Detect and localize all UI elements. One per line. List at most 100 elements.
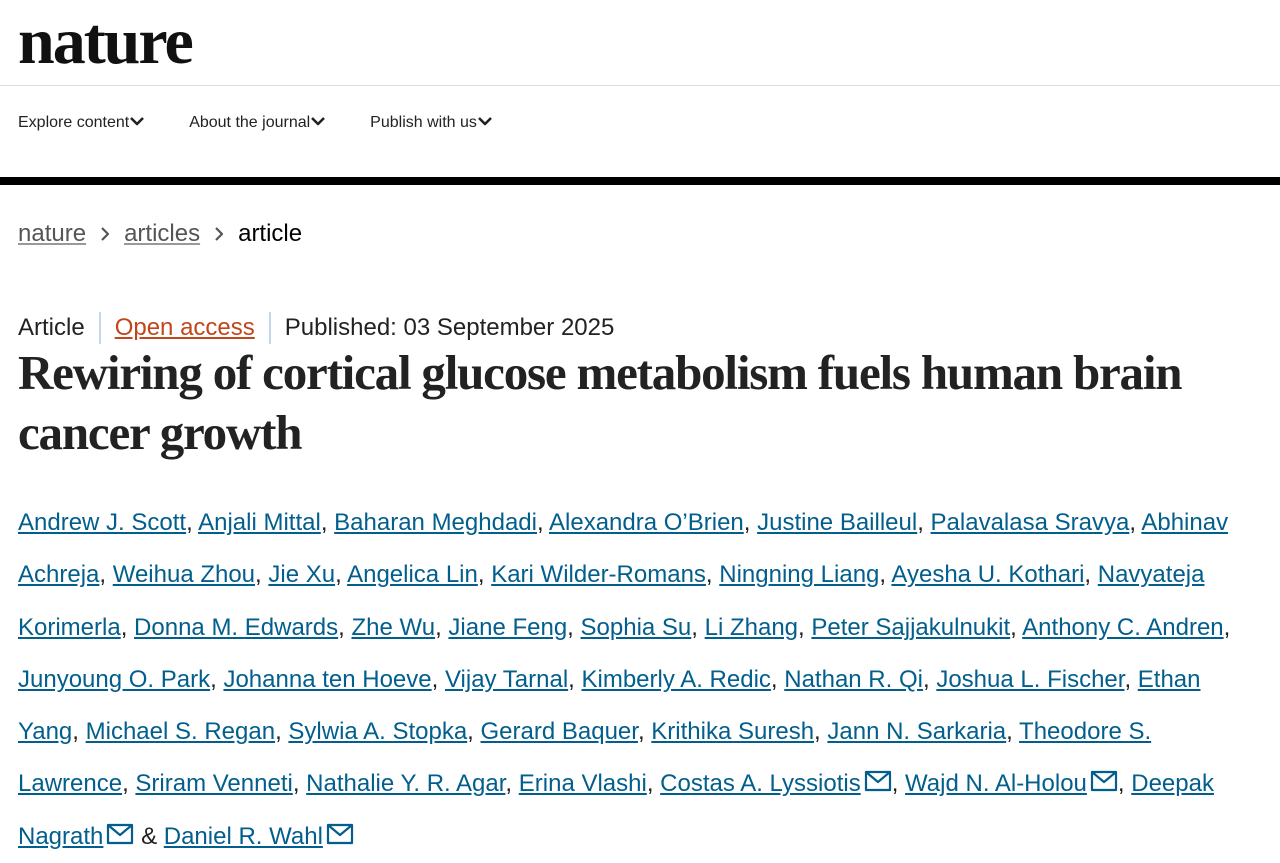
author-separator: ,	[1010, 613, 1017, 641]
author-separator: ,	[1223, 613, 1231, 641]
author-separator: ,	[122, 770, 129, 798]
nav-label: Publish with us	[370, 114, 477, 131]
author-link[interactable]: Jiane Feng	[448, 613, 568, 641]
author-link[interactable]: Abhinav Achreja	[18, 509, 1229, 589]
author-separator: ,	[431, 665, 439, 693]
breadcrumb-link[interactable]: articles	[124, 220, 201, 247]
author-link[interactable]: Palavalasa Sravya	[930, 509, 1130, 536]
author-link[interactable]: Vijay Tarnal	[444, 665, 569, 693]
author-separator: ,	[1117, 770, 1125, 798]
email-icon[interactable]	[864, 770, 892, 792]
nav-menu[interactable]: Explore content	[18, 114, 145, 132]
author-link[interactable]: Deepak Nagrath	[18, 770, 1214, 850]
author-separator: ,	[72, 718, 79, 746]
author-separator: ,	[210, 665, 217, 693]
author-link[interactable]: Wajd N. Al-Holou	[905, 770, 1087, 798]
author-separator: ,	[1006, 718, 1013, 746]
author-separator: ,	[477, 561, 485, 589]
author-link[interactable]: Weihua Zhou	[112, 561, 256, 589]
author-separator: ,	[505, 770, 513, 798]
nav-menu[interactable]: About the journal	[189, 114, 326, 132]
author-separator: ,	[335, 561, 342, 589]
main-nav: Explore content About the journal Publish …	[18, 114, 493, 132]
logo[interactable]: nature	[18, 5, 194, 78]
chevron-right	[101, 227, 110, 241]
published-date: Published: 03 September 2025	[284, 314, 615, 341]
author-separator: ,	[567, 613, 574, 641]
author-link[interactable]: Andrew J. Scott	[18, 509, 187, 536]
author-separator: ,	[705, 561, 713, 589]
author-link[interactable]: Ayesha U. Kothari	[891, 561, 1085, 589]
author-link[interactable]: Daniel R. Wahl	[163, 822, 323, 850]
author-link[interactable]: Erina Vlashi	[518, 770, 647, 798]
nav-bar	[0, 177, 1280, 185]
author-link[interactable]: Zhe Wu	[351, 613, 436, 641]
author-link[interactable]: Jie Xu	[268, 561, 336, 589]
author-link[interactable]: Alexandra O’Brien	[549, 509, 744, 536]
author-link[interactable]: Ningning Liang	[719, 561, 880, 589]
author-separator: ,	[770, 665, 778, 693]
author-link[interactable]: Joshua L. Fischer	[936, 665, 1125, 693]
nav-label: Explore content	[18, 114, 130, 131]
email-icon[interactable]	[106, 823, 134, 845]
author-separator: ,	[917, 509, 924, 536]
author-separator: ,	[691, 613, 698, 641]
chevron-right	[215, 227, 224, 241]
author-link[interactable]: Navyateja Korimerla	[18, 561, 1205, 641]
author-link[interactable]: Jann N. Sarkaria	[827, 718, 1007, 746]
author-conjunction: &	[141, 822, 158, 850]
author-link[interactable]: Johanna ten Hoeve	[223, 665, 432, 693]
author-link[interactable]: Donna M. Edwards	[134, 613, 339, 641]
author-link[interactable]: Justine Bailleul	[757, 509, 918, 536]
author-separator: ,	[186, 509, 193, 536]
author-link[interactable]: Ethan Yang	[18, 665, 1201, 746]
chevron-down	[477, 117, 492, 126]
author-link[interactable]: Li Zhang	[704, 613, 799, 641]
author-link[interactable]: Michael S. Regan	[85, 718, 276, 746]
author-link[interactable]: Sriram Venneti	[135, 770, 293, 798]
author-link[interactable]: Costas A. Lyssiotis	[660, 770, 861, 798]
author-link[interactable]: Krithika Suresh	[651, 718, 815, 746]
author-separator: ,	[536, 509, 544, 536]
open-access-link[interactable]: Open access	[114, 314, 255, 341]
email-icon[interactable]	[1090, 770, 1118, 792]
email-icon[interactable]	[326, 823, 354, 845]
article-meta: Article Open access Published: 03 Septem…	[18, 312, 614, 344]
separator	[268, 312, 271, 344]
author-separator: ,	[99, 561, 107, 589]
author-separator: ,	[743, 509, 751, 536]
author-separator: ,	[879, 561, 887, 589]
author-separator: ,	[798, 613, 805, 641]
article-title: Rewiring of cortical glucose metabolism …	[18, 345, 1183, 460]
author-link[interactable]: Theodore S. Lawrence	[18, 718, 1152, 798]
author-separator: ,	[922, 665, 930, 693]
breadcrumb-current: article	[238, 220, 303, 247]
author-separator: ,	[292, 770, 300, 798]
breadcrumb-link[interactable]: nature	[18, 220, 87, 247]
author-link[interactable]: Kimberly A. Redic	[581, 665, 771, 693]
breadcrumb: nature articles article	[18, 220, 302, 248]
author-link[interactable]: Gerard Baquer	[480, 718, 638, 746]
author-link[interactable]: Angelica Lin	[347, 561, 478, 589]
author-link[interactable]: Peter Sajjakulnukit	[811, 613, 1011, 641]
author-link[interactable]: Sylwia A. Stopka	[288, 718, 468, 746]
divider	[0, 85, 1280, 86]
author-separator: ,	[891, 770, 899, 798]
author-link[interactable]: Junyoung O. Park	[18, 665, 211, 693]
author-separator: ,	[435, 613, 442, 641]
nav-menu[interactable]: Publish with us	[370, 114, 493, 132]
author-separator: ,	[1124, 665, 1132, 693]
author-separator: ,	[338, 613, 345, 641]
author-link[interactable]: Anthony C. Andren	[1022, 613, 1224, 641]
author-link[interactable]: Baharan Meghdadi	[334, 509, 537, 536]
author-link[interactable]: Nathan R. Qi	[784, 665, 923, 693]
author-link[interactable]: Sophia Su	[580, 613, 692, 641]
author-separator: ,	[275, 718, 282, 746]
author-separator: ,	[568, 665, 575, 693]
author-separator: ,	[1084, 561, 1092, 589]
author-separator: ,	[120, 613, 128, 641]
author-link[interactable]: Nathalie Y. R. Agar	[306, 770, 506, 798]
author-link[interactable]: Kari Wilder-Romans	[491, 561, 706, 589]
author-link[interactable]: Anjali Mittal	[198, 509, 321, 536]
nav-label: About the journal	[189, 114, 311, 131]
